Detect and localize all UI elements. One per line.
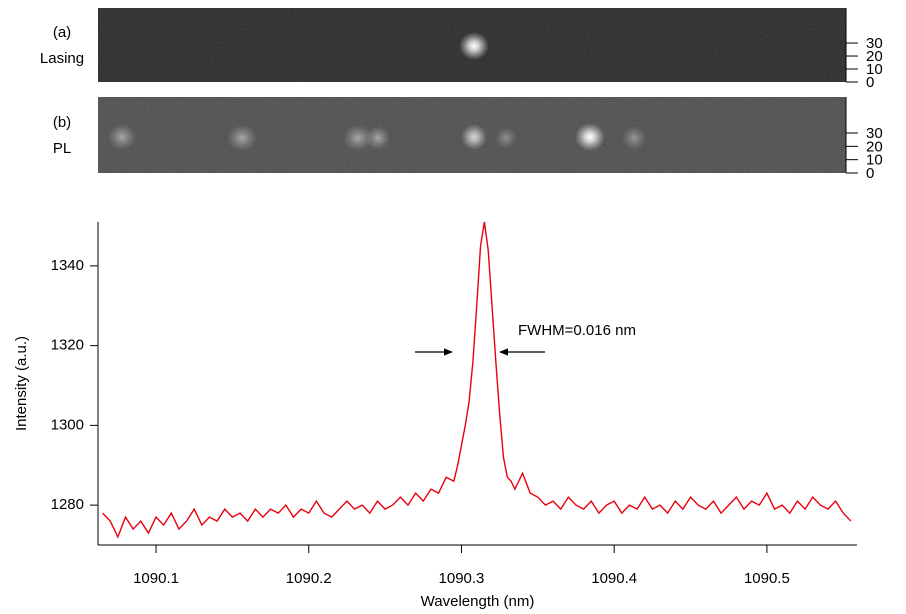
image-b [98,97,846,173]
annotation: FWHM=0.016 nm [518,322,636,339]
y-tick-label: 20 [866,138,883,155]
y-tick-label: 0 [866,165,874,182]
y-tick-label: 1320 [51,337,84,354]
panel-label: (a) [53,24,71,41]
x-tick-label: 1090.3 [439,570,485,587]
x-tick-label: 1090.1 [133,570,179,587]
x-tick-label: 1090.5 [744,570,790,587]
x-tick-label: 1090.2 [286,570,332,587]
y-tick-label: 30 [866,125,883,142]
y-tick-label: 1300 [51,416,84,433]
x-axis-title: Wavelength (nm) [421,593,535,610]
y-tick-label: 0 [866,74,874,91]
y-tick-label: 10 [866,152,883,169]
y-tick-label: 30 [866,35,883,52]
y-tick-label: 1340 [51,257,84,274]
panel-label: (b) [53,114,71,131]
y-tick-label: 10 [866,61,883,78]
y-axis-title: Intensity (a.u.) [13,336,30,431]
x-tick-label: 1090.4 [591,570,637,587]
y-tick-label: 20 [866,48,883,65]
data-line [102,221,852,539]
panel-caption: PL [53,140,71,157]
y-tick-label: 1280 [51,496,84,513]
panel-caption: Lasing [40,50,84,67]
image-a [98,8,846,82]
